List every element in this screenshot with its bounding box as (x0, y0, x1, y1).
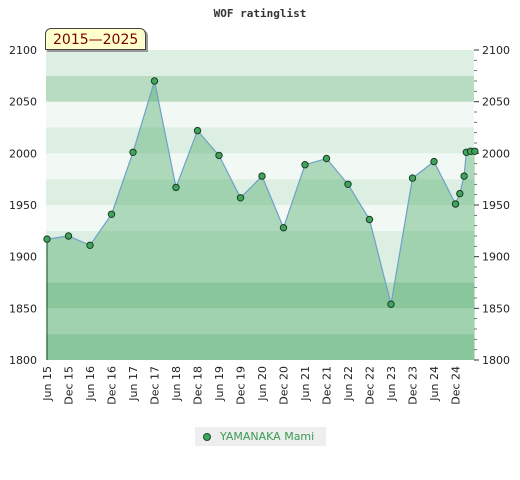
grid-band (46, 127, 474, 154)
y-tick-label-left: 1850 (9, 302, 37, 315)
y-tick-label-right: 1900 (482, 251, 510, 264)
data-point (451, 200, 460, 208)
y-tick-label-left: 2000 (9, 147, 37, 160)
legend[interactable]: YAMANAKA Mami (195, 427, 326, 446)
grid-band (46, 179, 474, 205)
grid-band (46, 256, 474, 283)
x-tick-label: Dec 16 (106, 366, 119, 405)
data-point (456, 189, 464, 198)
x-tick-label: Dec 15 (63, 366, 76, 405)
data-point (471, 147, 479, 156)
data-point (129, 148, 137, 157)
data-point (387, 300, 395, 308)
y-tick-label-right: 1950 (482, 199, 510, 212)
x-tick-label: Jun 19 (213, 366, 226, 402)
x-tick-label: Jun 24 (428, 366, 441, 402)
y-tick-label-left: 2050 (9, 96, 37, 109)
data-point (64, 232, 73, 240)
grid-band (46, 75, 474, 102)
chart-title: WOF ratinglist (214, 7, 307, 20)
data-point (279, 224, 288, 232)
grid-band (46, 308, 474, 335)
x-tick-label: Dec 18 (192, 366, 205, 405)
x-tick-label: Dec 17 (149, 366, 162, 405)
y-tick-label-left: 1800 (9, 354, 37, 367)
x-tick-label: Jun 16 (84, 366, 97, 402)
data-point (236, 194, 245, 202)
x-tick-label: Jun 23 (385, 366, 398, 402)
x-tick-label: Dec 22 (364, 366, 377, 405)
x-tick-label: Dec 21 (321, 366, 334, 405)
data-point (408, 174, 417, 182)
data-point (322, 154, 331, 163)
grid-band (46, 282, 474, 309)
y-tick-label-left: 1900 (9, 251, 37, 264)
data-point (86, 241, 94, 250)
x-tick-label: Jun 18 (170, 366, 183, 402)
x-tick-label: Jun 20 (256, 366, 269, 402)
data-point (460, 172, 468, 180)
data-point (258, 172, 266, 180)
data-point (150, 77, 159, 85)
data-point (430, 157, 438, 166)
date-range-badge: 2015—2025 (45, 28, 147, 50)
legend-series-name: YAMANAKA Mami (220, 430, 315, 443)
data-point (43, 235, 51, 243)
y-tick-label-left: 2100 (9, 44, 37, 57)
x-tick-label: Dec 19 (235, 366, 248, 405)
y-tick-label-right: 1850 (482, 302, 510, 315)
grid-band (46, 334, 474, 360)
data-point (215, 151, 223, 160)
y-tick-label-left: 1950 (9, 199, 37, 212)
y-tick-label-right: 2000 (482, 147, 510, 160)
x-tick-label: Jun 17 (127, 366, 140, 402)
x-tick-label: Dec 23 (407, 366, 420, 405)
legend-marker-icon (203, 433, 211, 441)
data-point (365, 215, 374, 224)
x-tick-label: Dec 24 (450, 366, 463, 405)
y-tick-label-right: 2050 (482, 96, 510, 109)
x-tick-label: Jun 15 (41, 366, 54, 402)
grid-band (46, 50, 474, 76)
data-point (107, 210, 116, 219)
y-tick-label-right: 2100 (482, 44, 510, 57)
data-point (301, 161, 309, 169)
data-point (172, 183, 180, 192)
data-point (193, 126, 202, 135)
y-tick-label-right: 1800 (482, 354, 510, 367)
x-tick-label: Dec 20 (278, 366, 291, 405)
axes: 1800 1800 1850 1850 1900 1900 1950 1950 2000 2000… (9, 44, 510, 405)
area-fill (47, 81, 475, 360)
data-points (43, 77, 479, 308)
x-tick-label: Jun 22 (342, 366, 355, 402)
grid-band (46, 205, 474, 231)
data-point (344, 180, 352, 189)
grid-band (46, 101, 474, 128)
x-tick-label: Jun 21 (299, 366, 312, 402)
